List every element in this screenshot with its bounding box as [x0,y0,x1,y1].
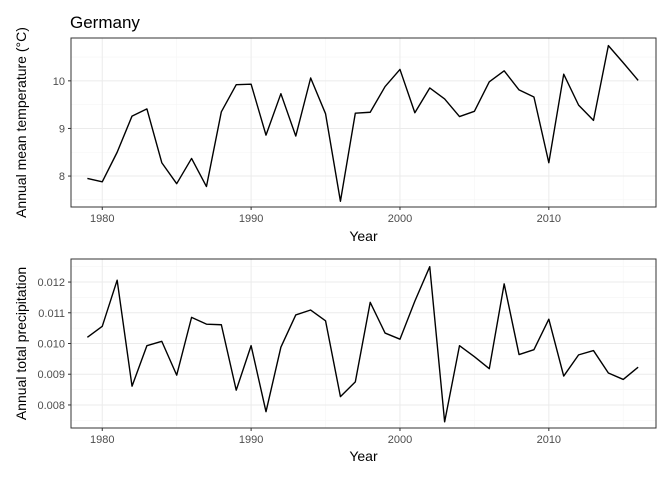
precipitation-y-tick-label: 0.012 [37,277,65,289]
chart-title: Germany [70,13,140,32]
precipitation-series-line [86,265,639,423]
temperature-x-tick-label: 2010 [537,213,561,225]
temperature-panel-border [70,37,657,208]
precipitation-y-tick-label: 0.009 [37,369,65,381]
precipitation-x-tick-label: 2010 [537,434,561,446]
temperature-x-tick-label: 1990 [239,213,263,225]
precipitation-y-axis-title: Annual total precipitation [13,267,29,420]
temperature-series-line [87,44,639,202]
temperature-y-axis-title: Annual mean temperature (°C) [13,27,29,218]
temperature-y-tick-label: 10 [53,76,65,88]
precipitation-y-tick-label: 0.008 [37,400,65,412]
temperature-y-tick-label: 9 [59,123,65,135]
precipitation-x-axis-title: Year [349,448,378,464]
precipitation-x-tick-label: 1980 [90,434,114,446]
precipitation-x-tick-label: 1990 [239,434,263,446]
temperature-panel: 1980 1990 2000 2010 8 9 10 Year Annual mean temp… [13,27,657,244]
temperature-x-tick-label: 1980 [90,213,114,225]
temperature-x-tick-label: 2000 [388,213,412,225]
temperature-y-tick-label: 8 [59,171,65,183]
precipitation-y-tick-label: 0.011 [38,308,65,320]
precipitation-x-tick-label: 2000 [388,434,412,446]
precipitation-panel: 1980 1990 2000 2010 0.008 0.009 0.010 0.011 0.01… [13,258,657,464]
temperature-x-axis-title: Year [349,228,378,244]
precipitation-y-tick-label: 0.010 [37,339,65,351]
